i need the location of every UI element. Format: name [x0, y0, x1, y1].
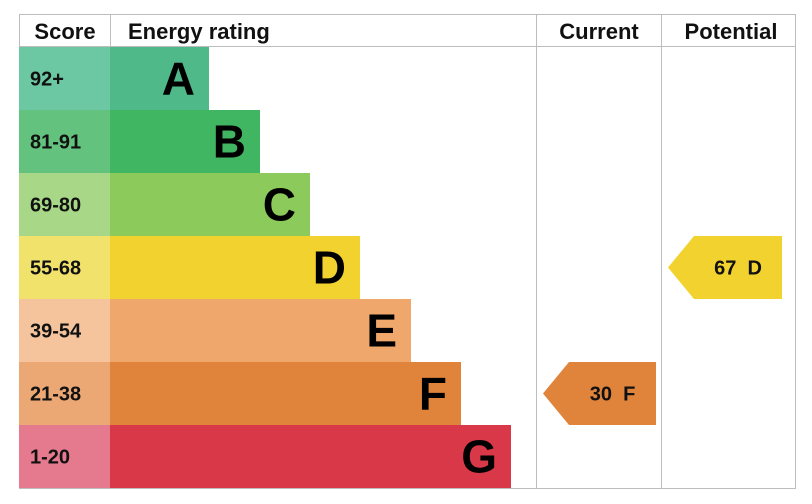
potential-header: Potential — [685, 19, 778, 44]
band-g: 1-20 G — [19, 425, 511, 488]
band-letter: C — [263, 179, 296, 231]
band-letter: A — [162, 53, 195, 105]
band-letter: G — [461, 431, 497, 483]
band-score-label: 81-91 — [30, 132, 81, 154]
band-score-label: 55-68 — [30, 258, 81, 280]
potential-rating-indicator-arrow — [668, 236, 782, 299]
band-b: 81-91 B — [19, 110, 260, 173]
band-bar — [110, 173, 310, 236]
band-score-cell — [19, 425, 110, 488]
band-bar — [110, 236, 360, 299]
current-rating-indicator-arrow — [543, 362, 656, 425]
band-score-cell — [19, 299, 110, 362]
band-letter: B — [213, 116, 246, 168]
band-bar — [110, 362, 461, 425]
current-rating-indicator-label: 30 F — [590, 384, 636, 406]
current-rating-indicator: 30 F — [543, 362, 656, 425]
band-f: 21-38 F — [19, 362, 461, 425]
band-bar — [110, 299, 411, 362]
potential-rating-indicator: 67 D — [668, 236, 782, 299]
current-header: Current — [559, 19, 639, 44]
score-header: Score — [34, 19, 95, 44]
band-score-cell — [19, 47, 110, 110]
band-score-cell — [19, 362, 110, 425]
band-a: 92+ A — [19, 47, 209, 110]
band-bar — [110, 425, 511, 488]
rating-indicators: 30 F 67 D — [543, 236, 782, 425]
band-score-label: 21-38 — [30, 384, 81, 406]
band-e: 39-54 E — [19, 299, 411, 362]
potential-rating-indicator-label: 67 D — [714, 258, 762, 280]
band-d: 55-68 D — [19, 236, 360, 299]
band-bar — [110, 110, 260, 173]
band-score-label: 92+ — [30, 69, 64, 91]
energy-rating-header: Energy rating — [128, 19, 270, 44]
band-c: 69-80 C — [19, 173, 310, 236]
band-score-cell — [19, 110, 110, 173]
band-letter: E — [366, 305, 397, 357]
band-score-label: 1-20 — [30, 447, 70, 469]
band-score-label: 69-80 — [30, 195, 81, 217]
rating-bands: 92+ A 81-91 B 69-80 C 55-68 D 39-54 E 21-38 F 1-20 G — [19, 47, 511, 488]
band-score-cell — [19, 173, 110, 236]
band-score-label: 39-54 — [30, 321, 82, 343]
band-letter: F — [419, 368, 447, 420]
band-bar — [110, 47, 209, 110]
band-letter: D — [313, 242, 346, 294]
band-score-cell — [19, 236, 110, 299]
